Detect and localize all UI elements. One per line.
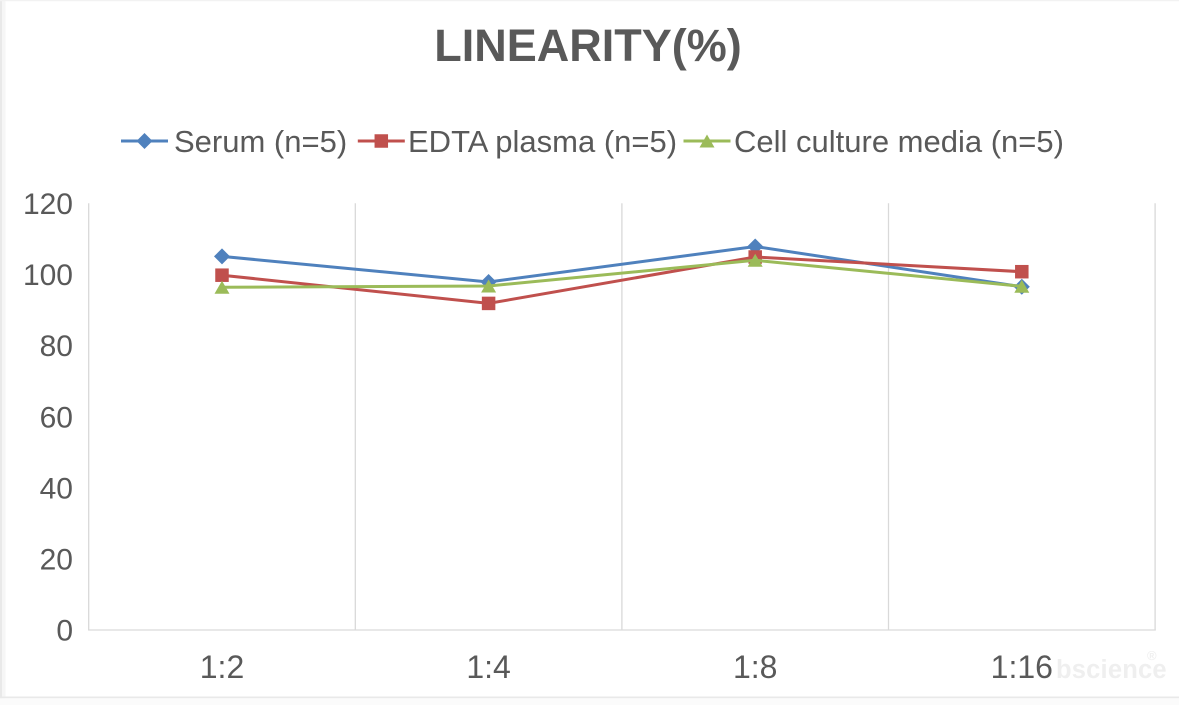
svg-text:1:8: 1:8 [733, 649, 777, 685]
svg-text:80: 80 [40, 330, 73, 363]
svg-text:Serum (n=5): Serum (n=5) [174, 124, 347, 159]
svg-text:60: 60 [40, 401, 73, 434]
svg-text:40: 40 [40, 473, 73, 506]
svg-text:Cell culture media (n=5): Cell culture media (n=5) [734, 124, 1064, 159]
svg-text:20: 20 [40, 544, 73, 577]
svg-text:bscience: bscience [1056, 656, 1167, 684]
svg-text:LINEARITY(%): LINEARITY(%) [434, 20, 742, 71]
svg-text:1:4: 1:4 [466, 649, 510, 685]
svg-text:1:16: 1:16 [991, 649, 1053, 685]
svg-text:EDTA plasma (n=5): EDTA plasma (n=5) [408, 124, 677, 159]
svg-text:0: 0 [56, 615, 73, 648]
svg-text:100: 100 [23, 259, 73, 292]
svg-text:1:2: 1:2 [200, 649, 244, 685]
svg-text:®: ® [1147, 648, 1157, 663]
svg-text:120: 120 [23, 188, 73, 221]
